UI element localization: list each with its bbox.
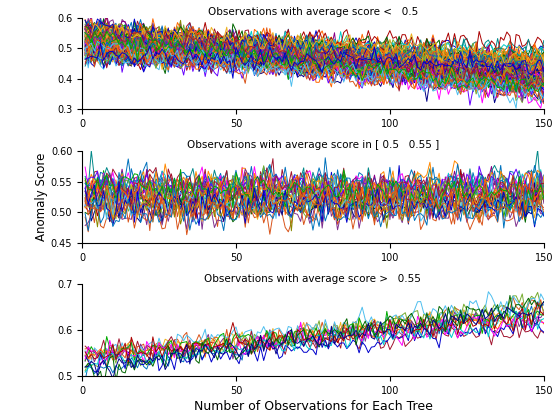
Title: Observations with average score <   0.5: Observations with average score < 0.5 xyxy=(208,7,418,17)
Title: Observations with average score in [ 0.5   0.55 ]: Observations with average score in [ 0.5… xyxy=(187,140,439,150)
Y-axis label: Anomaly Score: Anomaly Score xyxy=(35,153,48,241)
Title: Observations with average score >   0.55: Observations with average score > 0.55 xyxy=(204,274,421,284)
X-axis label: Number of Observations for Each Tree: Number of Observations for Each Tree xyxy=(194,400,432,413)
